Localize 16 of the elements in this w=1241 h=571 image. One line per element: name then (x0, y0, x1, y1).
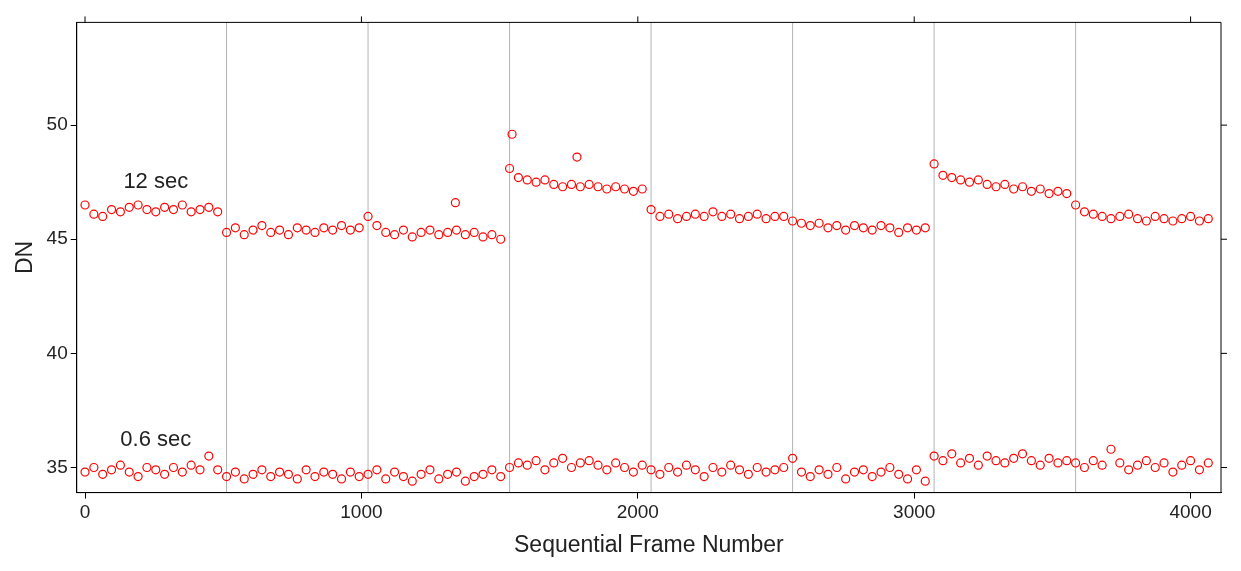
x-tick-label: 2000 (616, 501, 659, 523)
x-tick-label: 3000 (893, 501, 936, 523)
point (450, 198, 460, 208)
y-tick-label: 45 (46, 227, 68, 249)
y-tick-label: 50 (46, 113, 68, 135)
x-tick-label: 4000 (1169, 501, 1212, 523)
y-tick-label: 40 (46, 341, 68, 363)
x-tick-label: 1000 (340, 501, 383, 523)
x-axis-title: Sequential Frame Number (514, 530, 785, 557)
x-tick-label: 0 (79, 501, 91, 523)
series-label: 0.6 sec (120, 425, 192, 451)
point (572, 152, 582, 162)
series-label: 12 sec (123, 167, 189, 193)
y-tick-label: 35 (46, 455, 68, 477)
y-axis-title: DN (11, 240, 38, 275)
point (507, 129, 517, 139)
